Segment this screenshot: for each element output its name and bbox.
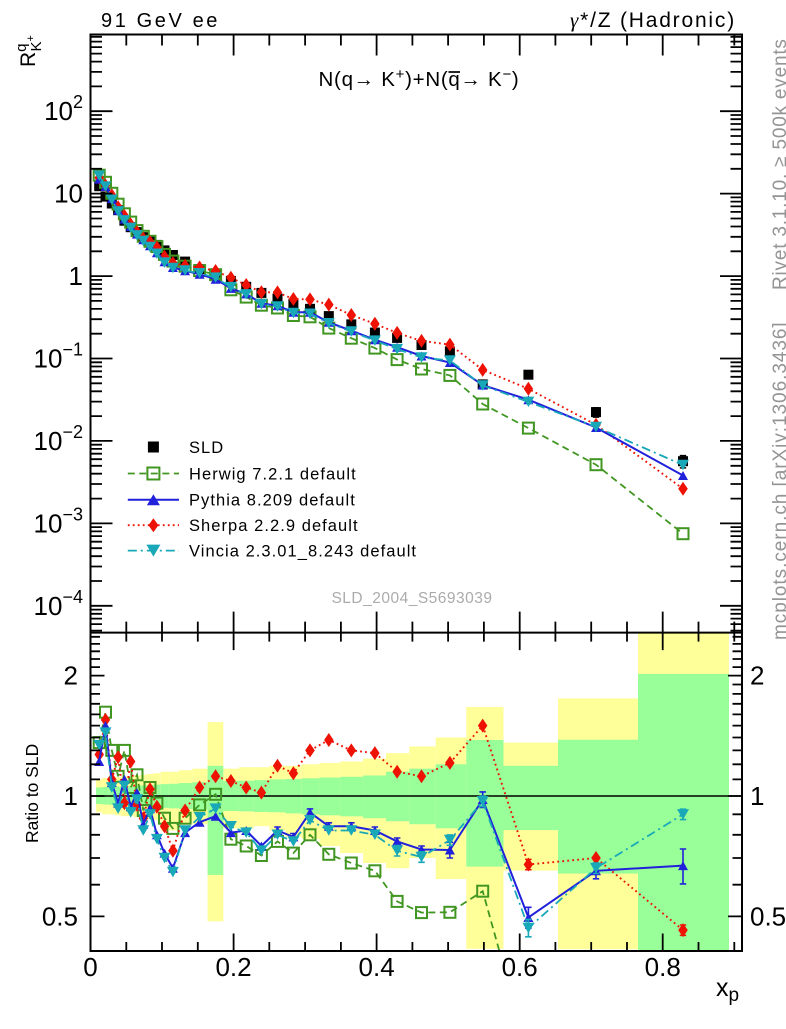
svg-text:Rivet 3.1.10, ≥ 500k events: Rivet 3.1.10, ≥ 500k events (770, 38, 786, 290)
svg-text:SLD_2004_S5693039: SLD_2004_S5693039 (331, 590, 492, 607)
svg-text:0.5: 0.5 (750, 901, 786, 931)
svg-text:Sherpa 2.2.9 default: Sherpa 2.2.9 default (189, 517, 359, 535)
svg-text:1: 1 (750, 781, 764, 811)
svg-text:1: 1 (69, 261, 83, 291)
svg-text:N(q→ K+)+N(q→ K−): N(q→ K+)+N(q→ K−) (319, 66, 520, 91)
svg-text:mcplots.cern.ch [arXiv:1306.34: mcplots.cern.ch [arXiv:1306.3436] (770, 321, 786, 640)
svg-text:0: 0 (83, 952, 97, 982)
svg-text:γ*/Z (Hadronic): γ*/Z (Hadronic) (570, 8, 736, 32)
svg-text:Vincia 2.3.01_8.243 default: Vincia 2.3.01_8.243 default (189, 543, 417, 561)
svg-text:0.4: 0.4 (359, 952, 395, 982)
svg-text:1: 1 (64, 781, 78, 811)
svg-text:0.6: 0.6 (502, 952, 538, 982)
svg-text:0.5: 0.5 (42, 901, 78, 931)
svg-text:10−2: 10−2 (34, 422, 83, 456)
svg-text:SLD: SLD (189, 439, 224, 457)
svg-text:10−4: 10−4 (34, 587, 83, 621)
svg-text:2: 2 (64, 661, 78, 691)
svg-text:Ratio to SLD: Ratio to SLD (22, 744, 42, 843)
svg-text:Pythia 8.209 default: Pythia 8.209 default (189, 492, 356, 510)
svg-text:0.8: 0.8 (645, 952, 681, 982)
svg-text:2: 2 (750, 661, 764, 691)
svg-text:0.2: 0.2 (215, 952, 251, 982)
svg-text:91 GeV ee: 91 GeV ee (101, 10, 220, 32)
svg-text:Herwig 7.2.1 default: Herwig 7.2.1 default (189, 466, 357, 484)
svg-text:10: 10 (54, 179, 83, 209)
